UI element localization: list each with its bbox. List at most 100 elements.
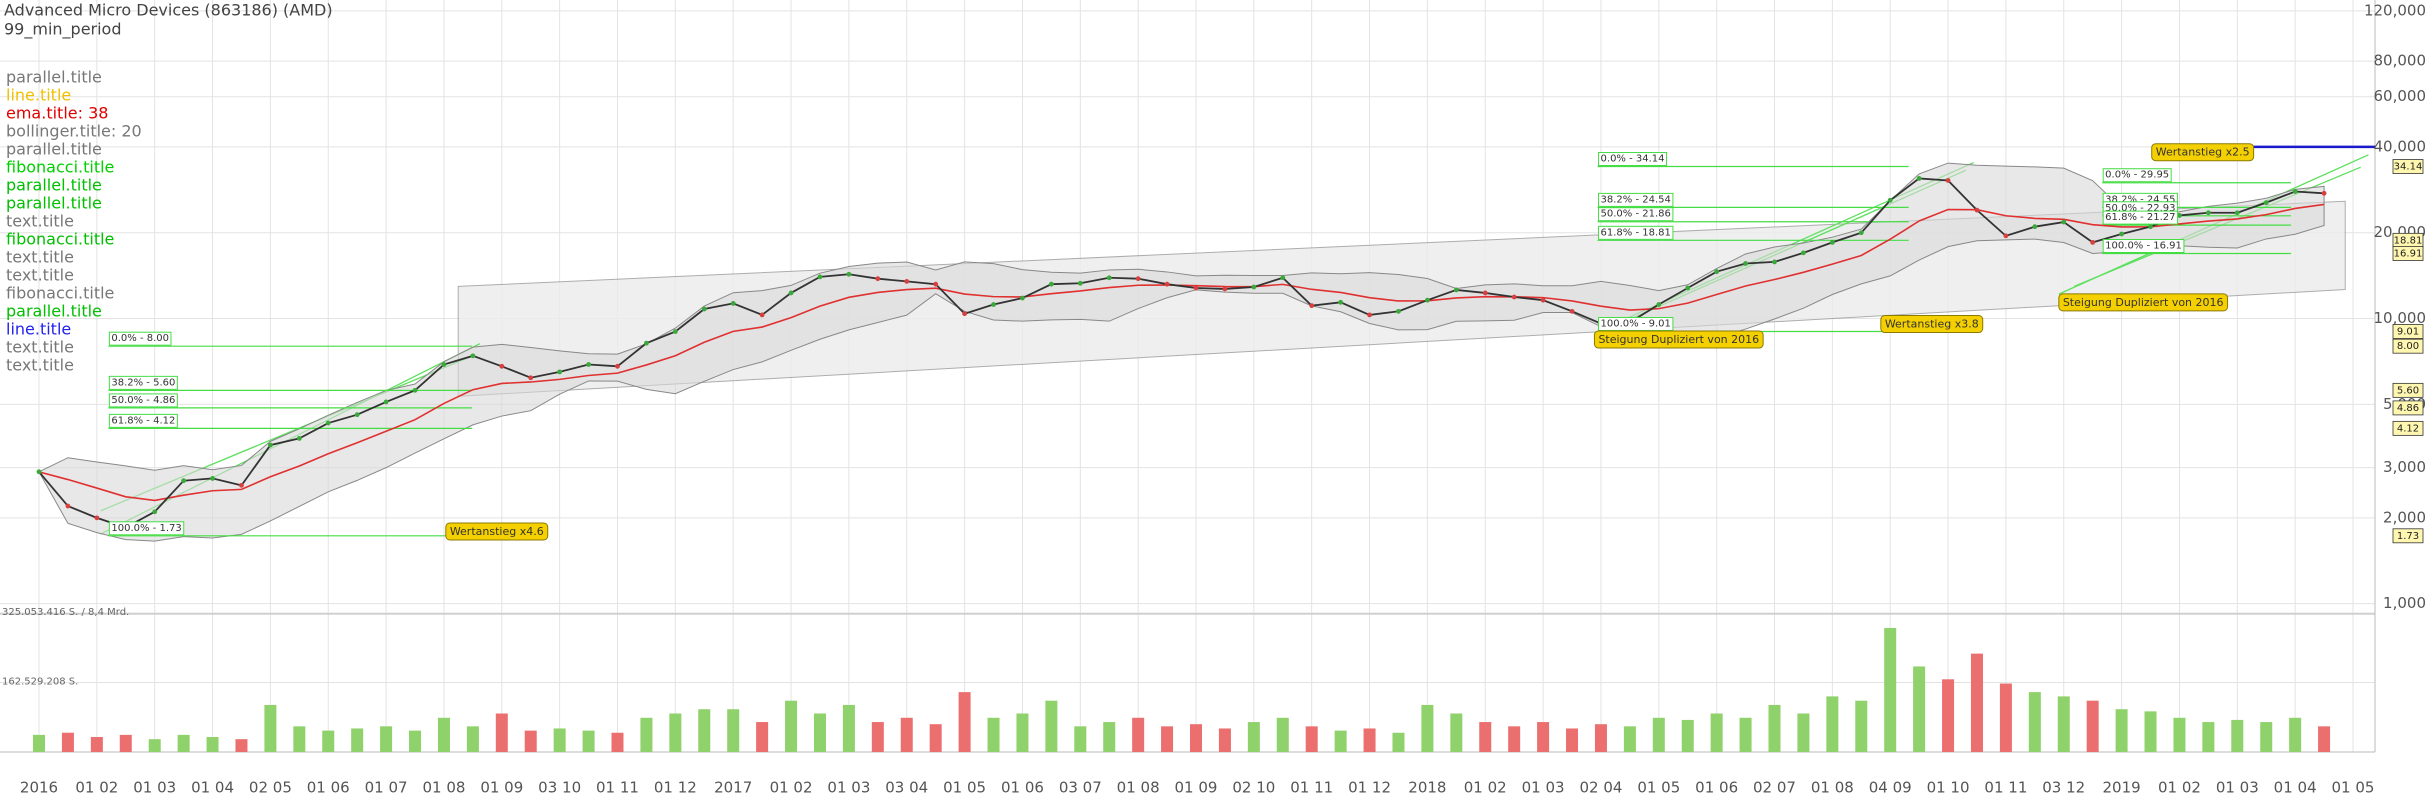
price-point <box>1656 302 1662 307</box>
price-point <box>1569 308 1575 314</box>
volume-bar <box>293 726 306 752</box>
volume-bar <box>813 713 826 752</box>
price-line <box>38 177 2325 529</box>
fibonacci-label: 50.0% - 21.86 <box>1601 209 1671 220</box>
x-tick-label: 03 10 <box>538 779 581 797</box>
price-point <box>991 302 996 307</box>
price-point <box>1858 230 1864 236</box>
price-point <box>1077 280 1083 286</box>
annotation-box <box>445 522 549 541</box>
price-tag: 1.73 <box>2397 531 2419 542</box>
price-point <box>2061 219 2067 225</box>
volume-bar <box>1537 722 1550 752</box>
price-point <box>1714 269 1720 275</box>
price-point <box>1020 295 1025 301</box>
volume-bar <box>495 713 508 752</box>
fibonacci-label: 38.2% - 5.60 <box>111 377 175 388</box>
price-point <box>1974 207 1980 213</box>
legend-entry: line.title <box>6 320 71 339</box>
volume-bar <box>1566 728 1579 752</box>
volume-bar <box>958 692 971 752</box>
volume-bar <box>1276 717 1289 752</box>
volume-bar <box>611 732 624 752</box>
fibonacci-label: 0.0% - 29.95 <box>2105 170 2169 181</box>
x-tick-label: 01 11 <box>1290 779 1333 797</box>
legend-entry: parallel.title <box>6 176 102 195</box>
price-point <box>788 290 794 296</box>
chart-subtitle: 99_min_period <box>4 20 122 40</box>
x-tick-label: 03 12 <box>2042 779 2085 797</box>
volume-bar <box>437 717 450 752</box>
volume-bar <box>582 730 595 752</box>
price-point <box>354 412 360 418</box>
x-tick-label: 2018 <box>1408 779 1446 797</box>
volume-bar <box>2202 722 2215 752</box>
y-tick-label: 2,000 <box>2383 508 2426 526</box>
x-tick-label: 2016 <box>20 779 58 797</box>
x-tick-label: 01 02 <box>1464 779 1507 797</box>
x-tick-label: 01 03 <box>2216 779 2259 797</box>
volume-bar <box>2144 711 2157 752</box>
volume-bar <box>2260 722 2273 752</box>
price-point <box>1106 275 1112 281</box>
price-point <box>2234 210 2240 216</box>
price-point <box>1511 294 1517 300</box>
legend-entry: parallel.title <box>6 68 102 87</box>
volume-bar <box>1710 713 1723 752</box>
price-point <box>2148 224 2153 230</box>
volume-bar <box>524 730 537 752</box>
chart-title: Advanced Micro Devices (863186) (AMD) <box>4 1 333 20</box>
volume-bar <box>1045 700 1058 752</box>
volume-bar <box>2115 709 2128 752</box>
y-tick-label: 80,000 <box>2374 52 2427 70</box>
price-point <box>2177 213 2182 218</box>
price-tag: 4.12 <box>2397 423 2419 434</box>
price-tag: 4.86 <box>2397 403 2419 414</box>
volume-bar <box>1016 713 1029 752</box>
legend-entry: text.title <box>6 266 74 285</box>
x-tick-label: 01 08 <box>1117 779 1160 797</box>
volume-bar <box>1739 717 1752 752</box>
legend-entry: ema.title: 38 <box>6 104 108 123</box>
price-tag-box <box>2392 338 2424 354</box>
price-point <box>1251 284 1257 290</box>
annotation-box <box>2151 143 2255 162</box>
price-point <box>1743 261 1748 266</box>
legend-entry: bollinger.title: 20 <box>6 122 142 141</box>
legend-entry: text.title <box>6 212 74 231</box>
x-tick-label: 01 09 <box>1175 779 1218 797</box>
price-point <box>933 281 939 287</box>
annotation-box <box>1880 315 1984 334</box>
volume-bar <box>1074 726 1087 752</box>
fibonacci-label-box <box>108 375 178 390</box>
price-point <box>181 478 187 484</box>
volume-bar <box>900 717 913 752</box>
x-tick-label: 01 04 <box>191 779 234 797</box>
legend-entry: text.title <box>6 356 74 375</box>
x-tick-label: 01 02 <box>2158 779 2201 797</box>
fibonacci-label-box <box>1598 192 1674 207</box>
price-tag: 34.14 <box>2394 162 2423 173</box>
price-point <box>1280 275 1286 281</box>
price-point <box>412 387 418 393</box>
volume-bar <box>1161 726 1174 752</box>
price-point <box>94 515 100 521</box>
volume-bar <box>2057 696 2070 752</box>
price-point <box>470 353 476 359</box>
volume-bar <box>1450 713 1463 752</box>
price-point <box>2032 224 2038 230</box>
fibonacci-label-box <box>1598 225 1674 240</box>
volume-bar <box>148 739 161 752</box>
volume-bar <box>1508 726 1521 752</box>
fibonacci-label: 0.0% - 34.14 <box>1601 154 1665 165</box>
volume-bar <box>727 709 740 752</box>
price-point <box>1685 285 1691 291</box>
fibonacci-label-box <box>1598 152 1668 167</box>
price-point <box>1367 312 1372 318</box>
price-point <box>557 369 563 375</box>
volume-bar <box>1103 722 1116 752</box>
price-point <box>1887 197 1893 203</box>
fibonacci-label: 61.8% - 21.27 <box>2105 212 2175 223</box>
volume-bar <box>1942 679 1955 752</box>
price-point <box>1945 178 1951 183</box>
